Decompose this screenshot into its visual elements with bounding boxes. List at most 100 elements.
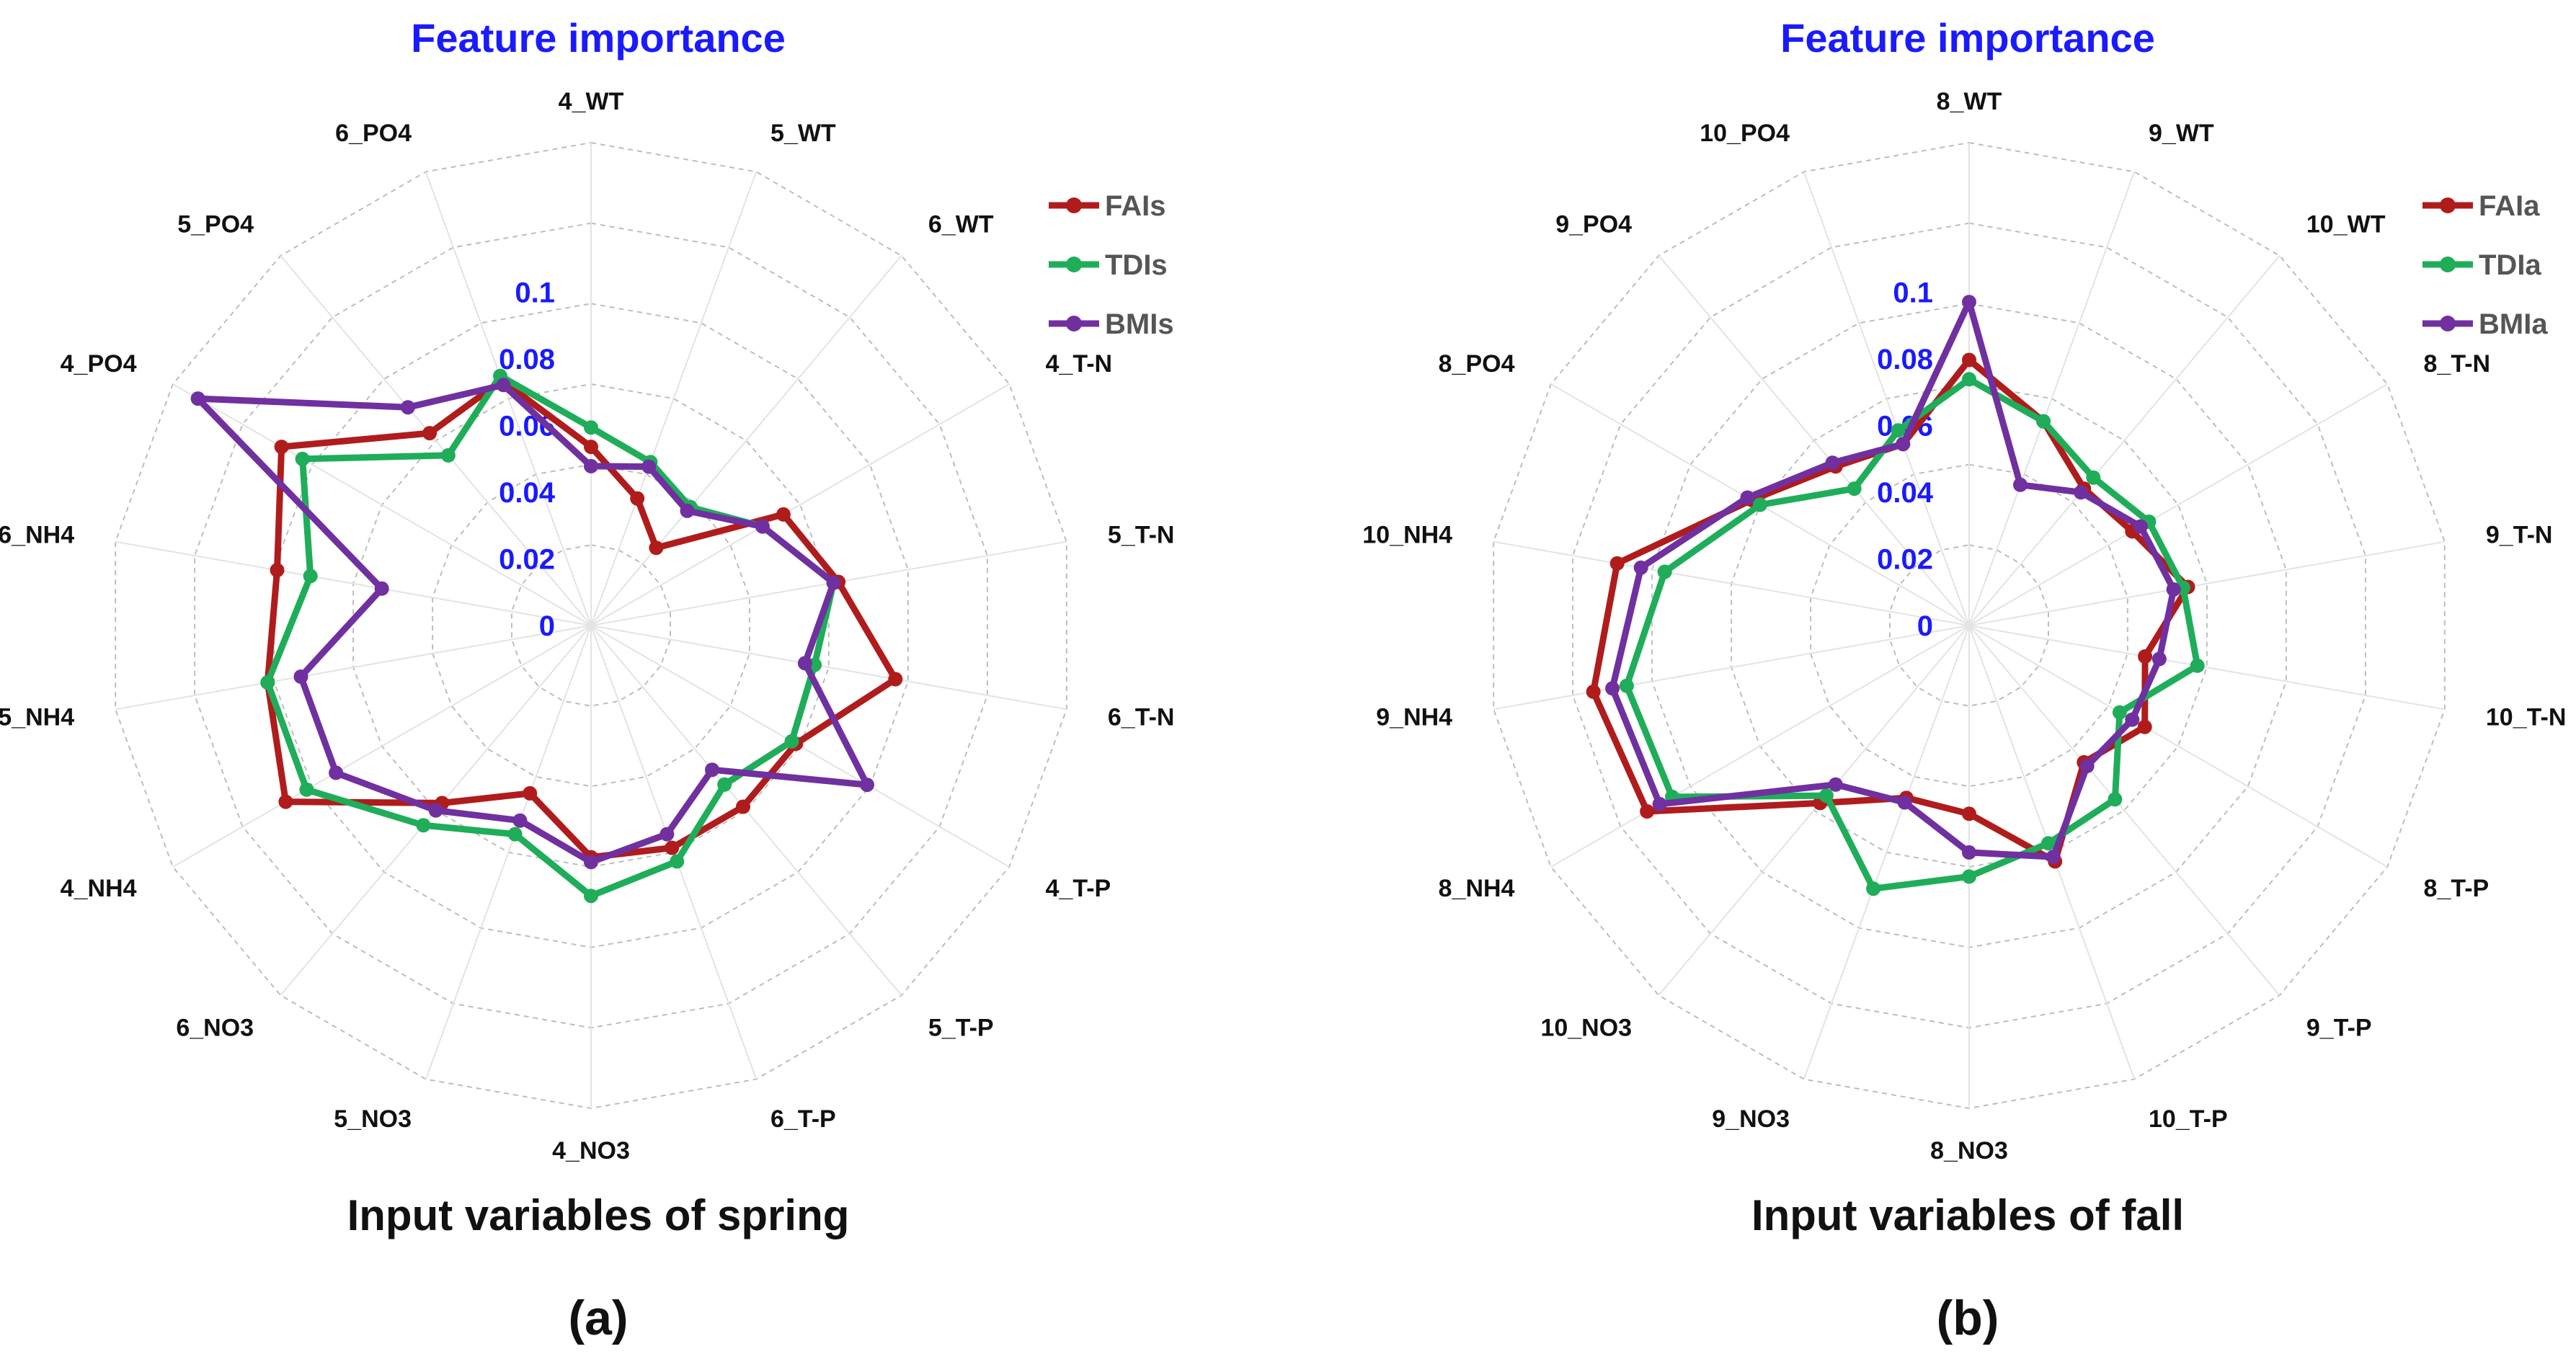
data-point-4-no3 [584,889,598,904]
axis-label-9-wt: 9_WT [2149,120,2214,147]
data-point-9-t-n [2166,582,2181,597]
spoke [172,383,592,626]
axis-label-8-no3: 8_NO3 [1930,1137,2008,1165]
spoke [590,625,1067,711]
legend-label: BMIa [2479,308,2548,340]
data-point-5-wt [641,459,657,474]
axis-label-8-t-p: 8_T-P [2424,875,2490,902]
axis-label-5-po4: 5_PO4 [177,210,254,238]
data-point-8-po4 [1740,490,1755,505]
data-point-9-nh4 [1605,681,1620,696]
data-point-9-t-p [2108,792,2123,807]
axis-label-4-no3: 4_NO3 [552,1137,630,1165]
data-point-5-t-p [736,799,750,814]
data-point-9-no3 [1866,881,1881,896]
axis-label-10-wt: 10_WT [2306,210,2386,238]
spoke [115,540,592,626]
axis-label-6-po4: 6_PO4 [335,120,412,147]
data-point-4-nh4 [299,782,314,797]
axis-label-10-t-p: 10_T-P [2149,1105,2228,1133]
data-point-4-t-p [860,778,874,793]
data-point-5-t-p [705,762,719,778]
data-point-6-t-p [665,840,680,855]
data-point-8-po4 [1752,497,1767,512]
data-point-4-po4 [190,391,205,406]
radial-ticks: 00.020.040.060.080.1 [1877,277,1934,642]
data-point-4-po4 [274,440,289,455]
legend-label: TDIa [2479,249,2541,281]
data-series [190,368,903,904]
tick-label: 0.08 [1877,344,1933,375]
data-point-4-wt [584,440,598,455]
legend-item-bmis: BMIs [1049,308,1174,340]
data-point-5-no3 [523,785,538,801]
series-line [1609,300,2177,860]
legend-item-tdis: TDIs [1049,249,1168,281]
spoke [1968,540,2445,626]
spoke [1968,383,2388,626]
axis-label-9-t-p: 9_T-P [2306,1015,2372,1042]
data-point-6-wt [680,503,695,518]
data-point-8-t-p [2112,705,2127,720]
axis-label-9-no3: 9_NO3 [1712,1105,1790,1133]
data-point-4-wt [584,420,598,435]
spoke [280,255,592,626]
axis-label-8-nh4: 8_NH4 [1439,875,1515,902]
data-point-8-t-p [2125,712,2140,727]
data-point-5-nh4 [293,669,308,684]
tick-label: 0.08 [499,344,555,375]
series-bmis [190,378,874,870]
data-point-10-wt [2086,470,2101,485]
data-point-10-t-n [2138,649,2153,664]
data-point-5-no3 [512,813,528,828]
legend: FAIs TDIs BMIs [1049,190,1174,340]
data-point-9-nh4 [1586,684,1601,699]
spoke [1968,625,2445,711]
data-point-10-t-p [2041,836,2056,851]
data-point-5-po4 [400,400,415,415]
axis-label-10-t-n: 10_T-N [2486,703,2567,731]
data-point-6-no3 [416,818,431,833]
data-point-4-no3 [584,855,598,870]
data-point-6-no3 [428,803,443,818]
axis-label-4-t-n: 4_T-N [1046,350,1113,378]
axis-label-10-po4: 10_PO4 [1700,120,1790,147]
data-point-4-nh4 [329,765,344,780]
data-point-9-nh4 [1619,678,1634,693]
data-point-5-t-n [826,575,841,590]
tick-label: 0.04 [1877,477,1934,509]
axis-label-5-nh4: 5_NH4 [0,703,74,731]
spoke [1968,172,2136,626]
data-point-5-no3 [507,827,523,842]
data-point-4-po4 [295,451,310,466]
axis-label-9-po4: 9_PO4 [1555,210,1632,238]
tick-label: 0.1 [515,277,555,309]
data-point-10-po4 [1896,437,1911,452]
legend-item-bmia: BMIa [2422,308,2548,340]
axis-label-5-wt: 5_WT [770,120,836,147]
data-point-10-po4 [1891,423,1906,438]
data-point-6-t-n [888,672,903,687]
series-bmia [1605,295,2181,865]
legend-label: FAIa [2479,190,2540,222]
legend-item-faia: FAIa [2422,190,2540,222]
data-point-6-wt [649,540,664,556]
data-series [1586,295,2205,896]
axis-label-8-wt: 8_WT [1937,88,2002,115]
data-point-5-nh4 [260,675,275,690]
axis-label-9-t-n: 9_T-N [2486,522,2553,549]
data-point-8-no3 [1962,806,1976,821]
data-point-4-wt [584,458,598,473]
chart-title: Feature importance [411,15,786,61]
radial-ticks: 00.020.040.060.080.1 [499,277,556,642]
data-point-8-t-n [2133,519,2148,534]
data-point-10-nh4 [1609,556,1625,571]
axis-labels: 4_WT 5_WT 6_WT 4_T-N 5_T-N 6_T-N 4_T-P 5_T-P 6_T… [0,88,1174,1165]
tick-label: 0 [1917,610,1933,642]
data-point-10-t-n [2190,658,2205,673]
data-point-10-no3 [1828,777,1843,792]
data-point-6-po4 [496,378,511,393]
radar-panel-spring: Feature importance 00.020.040.060.080.1 … [0,15,1174,1345]
data-point-5-po4 [422,426,438,441]
data-point-6-nh4 [374,581,389,596]
